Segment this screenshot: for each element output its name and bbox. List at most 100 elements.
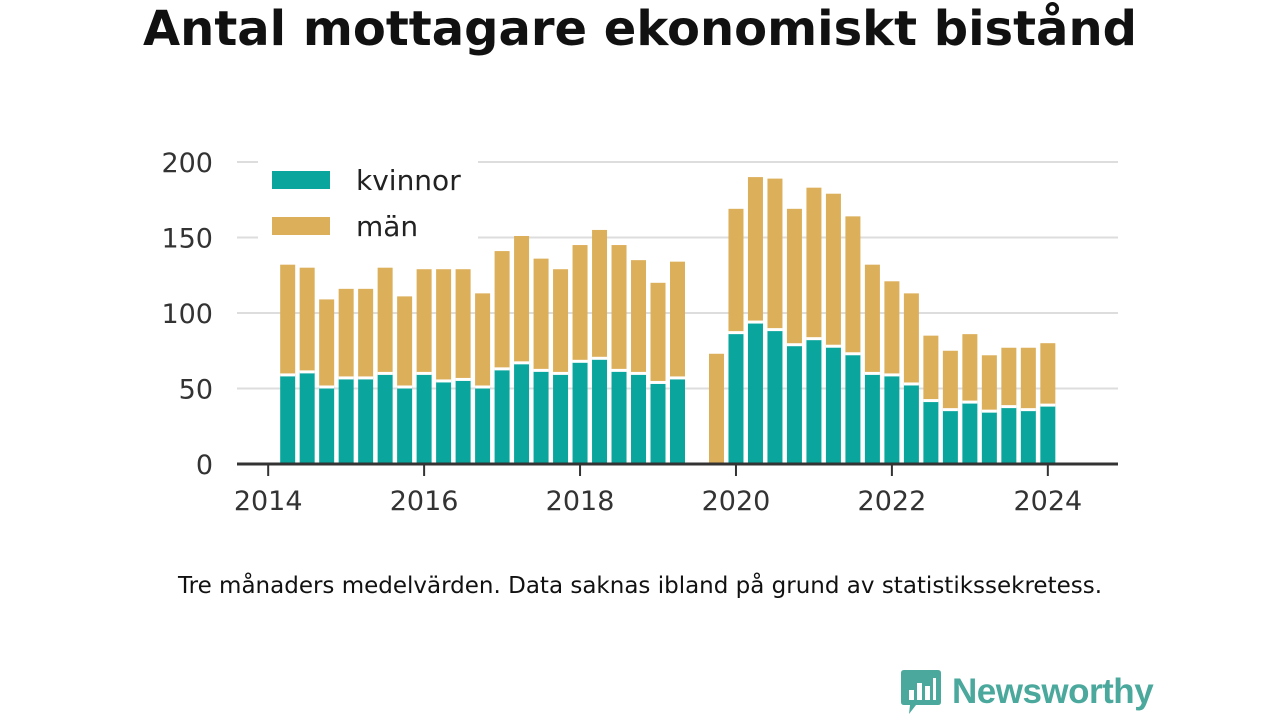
newsworthy-logo-icon: [901, 670, 941, 714]
bar-man: [397, 296, 413, 387]
bar-man: [864, 264, 880, 374]
bar-kvinnor: [397, 386, 413, 464]
bar-kvinnor: [670, 377, 685, 464]
bar-kvinnor: [494, 368, 510, 464]
bar-kvinnor: [299, 371, 315, 464]
bar-kvinnor: [942, 409, 958, 464]
bar-kvinnor: [1020, 409, 1036, 464]
bar-man: [1040, 343, 1056, 406]
bar-man: [708, 353, 724, 464]
bar-man: [825, 193, 841, 347]
bar-kvinnor: [747, 322, 763, 464]
bar-man: [592, 229, 608, 359]
bar-kvinnor: [1040, 405, 1056, 464]
bar-man: [962, 334, 978, 403]
bar-man: [280, 264, 296, 375]
y-tick-label: 100: [161, 299, 213, 330]
bar-kvinnor: [728, 332, 744, 464]
bar-man: [572, 245, 588, 362]
x-tick-label: 2024: [1013, 486, 1082, 517]
bar-kvinnor: [884, 374, 900, 464]
bar-man: [845, 216, 861, 354]
bar-kvinnor: [962, 402, 978, 464]
bar-man: [514, 235, 530, 363]
bar-kvinnor: [533, 370, 549, 464]
bar-kvinnor: [903, 383, 919, 464]
bar-kvinnor: [923, 400, 939, 464]
bar-man: [611, 245, 627, 371]
bar-kvinnor: [631, 373, 647, 464]
bar-man: [319, 299, 335, 387]
bar-kvinnor: [786, 344, 802, 464]
bar-man: [806, 187, 822, 339]
bar-man: [747, 177, 763, 323]
bar-man: [494, 251, 510, 369]
bar-man: [903, 293, 919, 384]
bar-man: [299, 267, 315, 372]
bar-kvinnor: [611, 370, 627, 464]
y-tick-label: 0: [196, 450, 213, 481]
bar-man: [650, 282, 666, 383]
bar-kvinnor: [475, 386, 491, 464]
bar-kvinnor: [553, 373, 569, 464]
bar-man: [436, 269, 452, 381]
bar-kvinnor: [1001, 406, 1017, 464]
legend-label-man: män: [356, 210, 418, 243]
bar-kvinnor: [280, 374, 296, 464]
axes: 0 50 100 150 200 2014 2016 2018 2020 2022 2024: [161, 148, 1118, 517]
bar-man: [338, 288, 354, 378]
y-tick-label: 150: [161, 224, 213, 255]
bar-kvinnor: [416, 373, 432, 464]
bar-man: [416, 269, 432, 374]
bar-kvinnor: [514, 362, 530, 464]
bar-man: [1020, 347, 1036, 410]
bar-kvinnor: [377, 373, 393, 464]
bar-man: [533, 258, 549, 371]
bar-man: [475, 293, 491, 387]
bar-kvinnor: [767, 329, 783, 464]
bar-man: [455, 269, 471, 380]
bar-man: [377, 267, 393, 374]
bar-man: [358, 288, 374, 378]
bar-kvinnor: [572, 361, 588, 464]
x-tick-label: 2014: [234, 486, 303, 517]
bar-kvinnor: [825, 346, 841, 464]
bar-man: [728, 208, 744, 333]
x-tick-label: 2018: [546, 486, 615, 517]
bar-man: [631, 260, 647, 374]
brand-name: Newsworthy: [952, 672, 1154, 711]
bars: [280, 177, 1056, 464]
legend-swatch-kvinnor: [272, 171, 330, 189]
bar-man: [1001, 347, 1017, 407]
bar-kvinnor: [338, 377, 354, 464]
bar-man: [942, 350, 958, 410]
bar-kvinnor: [981, 411, 997, 464]
bar-kvinnor: [845, 353, 861, 464]
bar-kvinnor: [358, 377, 374, 464]
y-tick-label: 50: [179, 375, 213, 406]
bar-kvinnor: [592, 358, 608, 464]
bar-man: [670, 261, 685, 378]
legend-label-kvinnor: kvinnor: [356, 164, 461, 197]
legend: kvinnor män: [258, 156, 478, 243]
bar-man: [981, 355, 997, 412]
chart-title: Antal mottagare ekonomiskt bistånd: [143, 1, 1137, 57]
bar-kvinnor: [806, 338, 822, 464]
bar-kvinnor: [436, 380, 452, 464]
bar-man: [786, 208, 802, 345]
bar-man: [884, 281, 900, 375]
bar-man: [553, 269, 569, 374]
bar-chart: 0 50 100 150 200 2014 2016 2018 2020 2022 2024 kvi…: [161, 148, 1118, 517]
bar-man: [767, 178, 783, 330]
y-tick-label: 200: [161, 148, 213, 179]
bar-kvinnor: [650, 382, 666, 464]
x-tick-label: 2022: [858, 486, 927, 517]
bar-man: [923, 335, 939, 401]
bar-kvinnor: [864, 373, 880, 464]
brand-logo[interactable]: Newsworthy: [900, 668, 1154, 716]
x-tick-label: 2016: [390, 486, 459, 517]
footnote: Tre månaders medelvärden. Data saknas ib…: [177, 573, 1103, 599]
x-tick-label: 2020: [702, 486, 771, 517]
bar-kvinnor: [319, 386, 335, 464]
legend-swatch-man: [272, 217, 330, 235]
